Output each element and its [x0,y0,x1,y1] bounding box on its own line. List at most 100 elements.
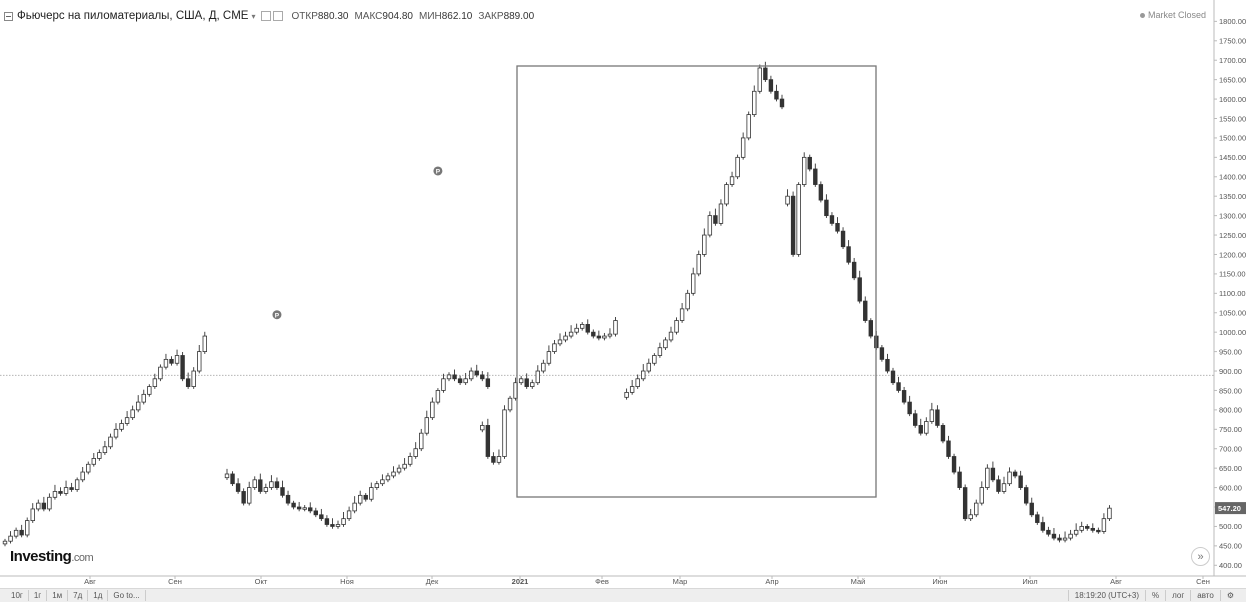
candle-body [363,494,368,500]
candle-body [135,401,141,411]
x-tick-label: Мар [673,577,688,586]
range-10y-button[interactable]: 10г [6,590,29,601]
candle-body [757,67,762,92]
x-tick-label: Ноя [340,577,354,586]
event-marker-label: P [275,312,280,319]
low-label: МИН [419,10,442,22]
investing-logo: Investing.com [10,548,94,565]
candle-body [302,507,307,510]
candle-body [413,448,418,457]
candle-body [124,417,130,424]
candle-body [641,370,646,380]
scroll-to-latest-button[interactable]: » [1191,547,1210,566]
candle-body [485,425,491,457]
y-tick-label: 1800.00 [1219,17,1246,26]
chart-area[interactable]: PP 400.00450.00500.00550.00600.00650.007… [0,0,1246,586]
log-toggle[interactable]: лог [1165,590,1190,601]
y-tick-label: 950.00 [1219,347,1242,356]
candle-body [246,487,252,504]
y-tick-label: 1050.00 [1219,309,1246,318]
candle-body [1068,533,1073,539]
candle-body [335,524,341,527]
x-tick-label: Сен [1196,577,1210,586]
market-status: Market Closed [1139,10,1206,20]
auto-toggle[interactable]: авто [1190,590,1220,601]
candle-body [607,333,613,337]
candle-body [391,471,396,477]
candle-body [718,203,724,224]
range-1y-button[interactable]: 1г [29,590,48,601]
candle-body [568,331,574,337]
candle-body [313,510,318,516]
candle-body [685,292,690,310]
candle-body [163,358,169,368]
candle-body [585,324,590,333]
candle-body [119,423,124,430]
goto-button[interactable]: Go to... [108,590,146,601]
instrument-title[interactable]: Фьючерс на пиломатериалы, США, Д, CME [17,10,249,22]
candle-body [946,440,951,457]
high-value: 904.80 [382,10,413,22]
x-tick-label: Авг [1110,577,1122,586]
candle-body [380,479,385,485]
candle-body [596,335,602,339]
candle-body [341,518,346,525]
candle-body [974,502,979,516]
candle-body [824,199,829,217]
x-axis: Авг Сен Окт Ноя Дек 2021 Фев Мар Апр Май Июн Июл Авг… [0,575,1246,586]
y-axis: 400.00450.00500.00550.00600.00650.00700.… [1213,0,1246,576]
y-tick-label: 400.00 [1219,561,1242,570]
settings-square-icon[interactable] [261,11,272,21]
candle-body [480,425,485,431]
candle-body [613,320,618,335]
candle-body [197,351,202,372]
y-tick-label: 850.00 [1219,386,1242,395]
candle-body [530,382,535,387]
candle-body [1029,502,1034,516]
candle-body [141,393,146,403]
candle-body [19,529,24,536]
event-marker [272,310,282,320]
candle-body [47,496,52,510]
candle-body [308,507,313,512]
candle-body [385,475,391,481]
candle-body [80,471,85,481]
range-1m-button[interactable]: 1м [47,590,69,601]
candle-body [679,308,685,321]
percent-toggle[interactable]: % [1145,590,1165,601]
candle-body [502,409,507,457]
candle-body [702,234,707,255]
y-tick-label: 1450.00 [1219,153,1246,162]
candle-body [1051,533,1057,539]
candle-body [813,168,818,185]
candle-body [863,300,868,321]
candle-body [507,397,513,411]
candle-body [763,67,768,81]
candle-body [235,483,241,492]
selection-rectangle[interactable] [516,65,877,498]
range-1d-button[interactable]: 1д [88,590,109,601]
candle-body [796,184,801,255]
candle-body [2,540,8,545]
bottom-toolbar: 10г 1г 1м 7д 1д Go to... 18:19:20 (UTC+3… [0,588,1246,602]
candle-body [602,335,607,339]
chevron-down-icon[interactable]: ▾ [251,11,256,21]
candle-body [1090,527,1095,531]
candle-body [646,362,651,372]
range-7d-button[interactable]: 7д [68,590,89,601]
y-tick-label: 1500.00 [1219,134,1246,143]
price-chart[interactable]: PP 400.00450.00500.00550.00600.00650.007… [0,0,1246,588]
collapse-icon[interactable] [4,11,13,21]
candle-body [624,391,629,398]
candle-body [452,374,457,380]
candle-body [691,273,696,294]
candle-body [330,524,335,527]
y-tick-label: 1550.00 [1219,114,1246,123]
candle-body [74,479,80,490]
gear-icon[interactable]: ⚙ [1219,590,1240,601]
x-tick-label: Дек [426,577,439,586]
candle-body [663,339,668,349]
close-square-icon[interactable] [273,11,284,21]
candle-body [996,479,1001,492]
candle-body [940,425,946,442]
